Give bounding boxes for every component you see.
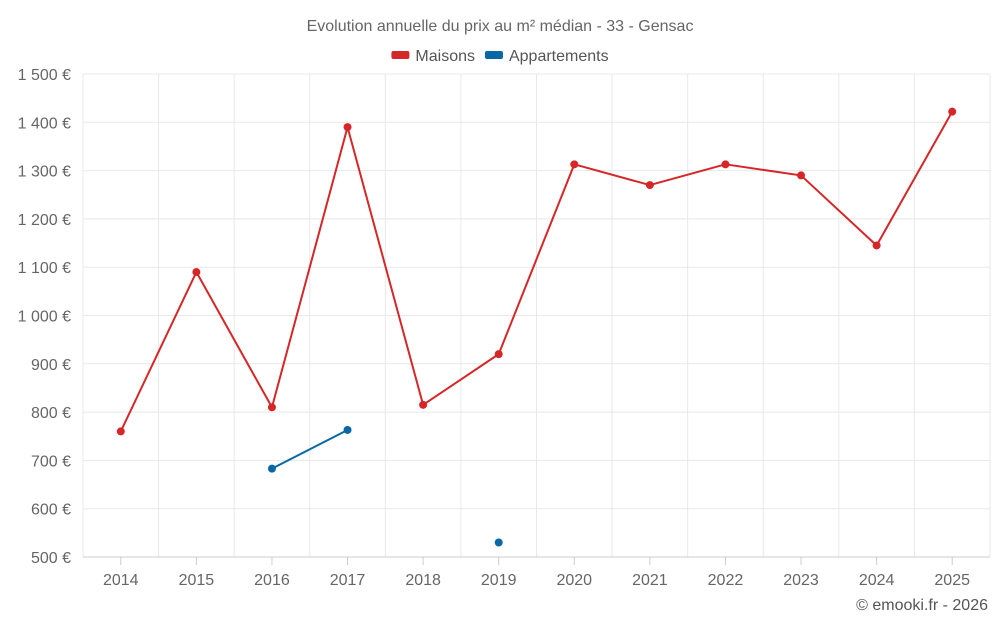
y-tick-label: 900 € (31, 357, 71, 374)
y-tick-label: 800 € (31, 405, 71, 422)
data-point-appartements[interactable] (343, 425, 352, 434)
series-maisons (116, 107, 957, 436)
x-tick-label: 2019 (481, 572, 517, 589)
y-tick-label: 1 200 € (18, 212, 71, 229)
data-point-maisons[interactable] (267, 403, 276, 412)
series-appartements (267, 425, 503, 547)
axes: 500 € 600 € 700 € 800 € 900 € 1 000 € 1 100 € 1… (18, 67, 990, 589)
data-point-maisons[interactable] (948, 107, 957, 116)
y-tick-label: 1 500 € (18, 67, 71, 84)
y-tick-label: 1 000 € (18, 309, 71, 326)
legend-item-maisons[interactable]: Maisons (391, 48, 475, 65)
legend: Maisons Appartements (391, 48, 609, 65)
x-tick-label: 2023 (783, 572, 819, 589)
x-tick-label: 2024 (859, 572, 895, 589)
data-point-maisons[interactable] (343, 123, 352, 132)
legend-label-appartements: Appartements (509, 48, 609, 65)
gridlines (82, 73, 991, 558)
data-point-maisons[interactable] (645, 181, 654, 190)
x-tick-label: 2017 (330, 572, 366, 589)
data-point-maisons[interactable] (494, 350, 503, 359)
data-point-maisons[interactable] (419, 400, 428, 409)
data-point-maisons[interactable] (721, 160, 730, 169)
legend-swatch-maisons (391, 51, 410, 59)
data-point-maisons[interactable] (192, 268, 201, 277)
data-point-maisons[interactable] (872, 241, 881, 250)
data-point-maisons[interactable] (570, 160, 579, 169)
x-tick-label: 2021 (632, 572, 668, 589)
series-line-maisons (119, 111, 954, 432)
chart-title: Evolution annuelle du prix au m² médian … (307, 18, 694, 35)
y-tick-label: 700 € (31, 453, 71, 470)
series-group (116, 107, 957, 547)
x-tick-label: 2015 (179, 572, 215, 589)
data-point-appartements[interactable] (494, 538, 503, 547)
data-point-maisons[interactable] (797, 171, 806, 180)
x-tick-label: 2022 (708, 572, 744, 589)
data-point-maisons[interactable] (116, 427, 125, 436)
legend-swatch-appartements (484, 51, 503, 59)
x-tick-label: 2020 (556, 572, 592, 589)
y-tick-label: 500 € (31, 550, 71, 567)
y-tick-label: 600 € (31, 502, 71, 519)
y-tick-label: 1 100 € (18, 260, 71, 277)
data-point-appartements[interactable] (267, 464, 276, 473)
credit-text: © emooki.fr - 2026 (856, 597, 988, 614)
y-tick-label: 1 400 € (18, 115, 71, 132)
x-tick-label: 2014 (103, 572, 139, 589)
x-tick-label: 2016 (254, 572, 290, 589)
y-tick-label: 1 300 € (18, 164, 71, 181)
x-tick-label: 2018 (405, 572, 441, 589)
legend-item-appartements[interactable]: Appartements (484, 48, 609, 65)
x-tick-label: 2025 (934, 572, 970, 589)
legend-label-maisons: Maisons (415, 48, 475, 65)
